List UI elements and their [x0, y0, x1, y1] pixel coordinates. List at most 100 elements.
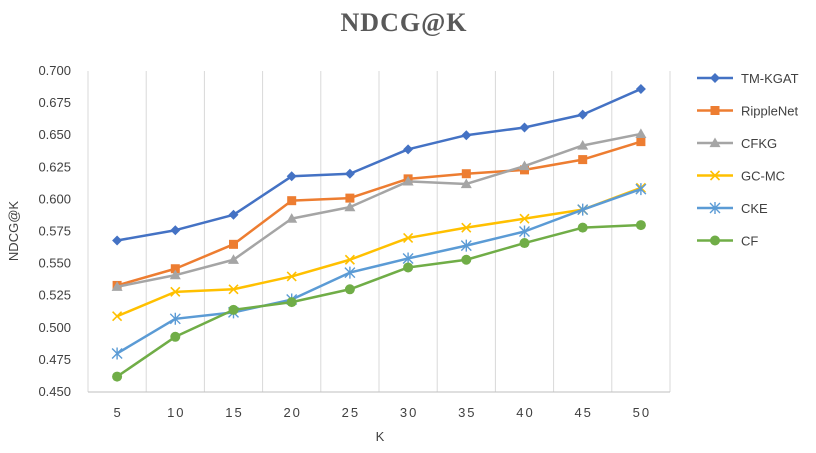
legend-ripplenet-point: [710, 106, 720, 115]
ripplenet-point: [229, 239, 238, 249]
legend-label: CFKG: [741, 136, 777, 151]
gc-mc-point: [461, 222, 472, 233]
series-cfkg: [111, 128, 647, 291]
gc-mc-point: [519, 213, 530, 224]
x-tick-label: 10: [167, 405, 185, 420]
tm-kgat-point: [170, 225, 181, 236]
cf-point: [170, 331, 181, 342]
plot-series: [111, 83, 647, 382]
ripplenet-point: [287, 196, 297, 206]
y-tick-label: 0.675: [38, 95, 71, 110]
ripplenet-point: [345, 193, 355, 203]
cke-point: [577, 203, 589, 216]
cf-point: [228, 304, 239, 315]
cke-point: [635, 183, 647, 196]
tm-kgat-point: [286, 171, 297, 182]
legend-item-cf: CF: [697, 234, 758, 249]
cke-point: [111, 347, 123, 360]
legend-item-tm-kgat: TM-KGAT: [697, 71, 799, 86]
legend-label: GC-MC: [741, 169, 785, 184]
tm-kgat-point: [577, 109, 588, 120]
series-gc-mc: [112, 182, 646, 322]
cfkg-point: [228, 254, 239, 264]
tm-kgat-point: [461, 130, 472, 141]
cfkg-point: [111, 281, 123, 291]
gc-mc-point: [112, 311, 123, 322]
y-tick-label: 0.600: [38, 191, 71, 206]
cfkg-point: [286, 213, 298, 223]
legend-cke-point: [709, 202, 721, 214]
tm-kgat-point: [403, 144, 414, 155]
y-tick-labels: 0.450 0.475 0.500 0.525 0.550 0.575 0.600 0.625…: [38, 63, 71, 399]
cfkg-point: [344, 201, 356, 212]
y-tick-label: 0.475: [38, 352, 71, 367]
cke-point: [519, 225, 530, 238]
legend-item-ripplenet: RippleNet: [697, 104, 798, 119]
x-tick-label: 45: [574, 405, 592, 420]
cf-point: [403, 262, 414, 273]
y-tick-label: 0.575: [38, 224, 71, 239]
cfkg-point: [402, 175, 414, 186]
tm-kgat-point: [635, 83, 646, 94]
cke-point: [460, 239, 472, 252]
y-tick-label: 0.650: [38, 127, 71, 142]
cfkg-line: [116, 132, 642, 288]
ripplenet-point: [578, 155, 588, 165]
legend-label: TM-KGAT: [741, 71, 799, 86]
cf-line: [116, 223, 641, 378]
legend-gc-mc-point: [709, 170, 721, 181]
cfkg-point: [460, 178, 472, 189]
cfkg-point: [519, 160, 530, 171]
cf-point: [344, 284, 355, 295]
x-tick-label: 20: [283, 405, 301, 420]
legend-label: CF: [741, 234, 758, 249]
tm-kgat-point: [112, 235, 123, 246]
x-axis-label: K: [376, 429, 385, 444]
x-tick-label: 50: [633, 405, 651, 420]
cf-point: [519, 238, 530, 249]
x-tick-label: 25: [342, 405, 360, 420]
tm-kgat-point: [519, 122, 530, 133]
ripplenet-point: [636, 137, 646, 147]
cf-point: [635, 220, 646, 231]
cf-point: [112, 371, 123, 382]
x-tick-labels: 5 10 15 20 25 30 35 40 45 50: [113, 405, 651, 420]
y-axis-label: NDCG@K: [6, 201, 21, 261]
x-tick-label: 15: [225, 405, 243, 420]
y-tick-label: 0.500: [38, 320, 71, 335]
gc-mc-point: [403, 232, 414, 243]
cf-point: [286, 297, 297, 308]
legend-tm-kgat-point: [710, 73, 720, 83]
gc-mc-point: [170, 286, 181, 297]
legend: TM-KGAT RippleNet CFKG GC-MC CKE CF: [697, 71, 799, 249]
cke-point: [169, 312, 181, 325]
legend-cfkg-point: [709, 137, 721, 148]
y-tick-label: 0.700: [38, 63, 71, 78]
y-tick-label: 0.525: [38, 288, 71, 303]
tm-kgat-point: [228, 209, 239, 220]
series-tm-kgat: [112, 83, 646, 246]
y-tick-label: 0.625: [38, 159, 71, 174]
ripplenet-line: [116, 140, 642, 287]
legend-item-cke: CKE: [697, 201, 768, 216]
x-tick-label: 30: [400, 405, 418, 420]
ripplenet-point: [461, 169, 471, 179]
legend-label: CKE: [741, 201, 768, 216]
cfkg-point: [577, 139, 589, 150]
gc-mc-line: [116, 186, 642, 318]
cke-point: [344, 266, 356, 279]
legend-label: RippleNet: [741, 104, 798, 119]
cke-line: [116, 187, 642, 355]
y-tick-label: 0.550: [38, 256, 71, 271]
tm-kgat-line: [116, 87, 642, 242]
y-tick-label: 0.450: [38, 384, 71, 399]
cf-point: [461, 254, 472, 265]
x-tick-label: 5: [113, 405, 122, 420]
gc-mc-point: [344, 254, 355, 265]
legend-cf-point: [710, 235, 720, 246]
gc-mc-point: [286, 271, 297, 282]
legend-item-gc-mc: GC-MC: [697, 169, 785, 184]
cfkg-point: [635, 128, 647, 139]
tm-kgat-point: [344, 168, 355, 179]
